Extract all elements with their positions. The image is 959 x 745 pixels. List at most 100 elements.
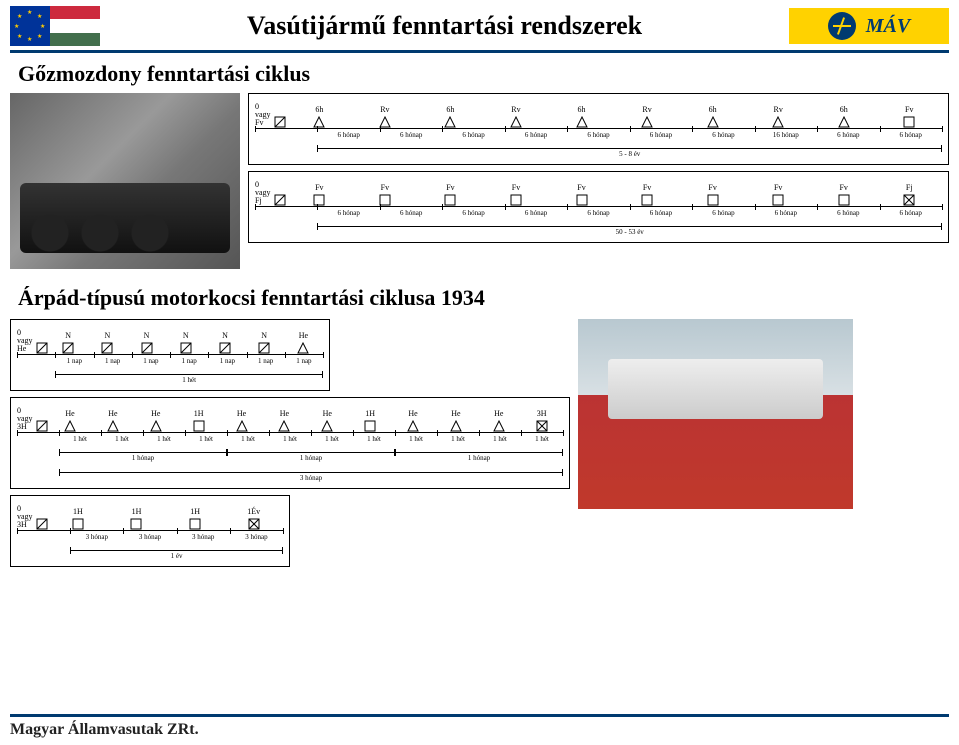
diagram-left-label: 0vagy3H [17,407,33,432]
mav-badge: MÁV [789,8,949,44]
diagram-symbol: Rv [352,105,418,128]
gap-label: 6 hónap [650,209,672,217]
diagram-symbol: 6h [680,105,746,128]
diagram-left-label: 0vagyFv [255,103,271,128]
mav-label: MÁV [866,15,910,38]
gap-label: 1 nap [296,357,311,365]
diagram-symbol: Fv [876,105,942,128]
diagram-symbol: Rv [745,105,811,128]
diagram-symbol: Fv [745,183,811,206]
steam-diagram-2: 0vagyFjFvFvFvFvFvFvFvFvFvFj6 hónap6 hóna… [248,171,949,243]
diagram-symbol: He [284,331,323,354]
diagram-symbol: Fv [680,183,746,206]
arpad-diagram-c: 0vagy3H1H1H1H1Év3 hónap3 hónap3 hónap3 h… [10,495,290,567]
diagram-span: 1 hét [17,370,323,388]
gap-label: 6 hónap [712,131,734,139]
diagram-symbol: N [205,331,244,354]
gap-label: 6 hónap [837,209,859,217]
page-title: Vasútijármű fenntartási rendszerek [247,11,642,41]
gap-label: 1 hét [535,435,549,443]
diagram-subspans: 1 hónap1 hónap1 hónap [17,448,563,466]
diagram-span: 5 - 8 év [255,144,942,162]
diagram-symbol: Rv [614,105,680,128]
diagram-symbol: 6h [418,105,484,128]
gap-label: 6 hónap [462,209,484,217]
diagram-symbol: He [134,409,177,432]
gap-label: 6 hónap [900,131,922,139]
gap-label: 1 hét [241,435,255,443]
gap-label: 3 hónap [245,533,267,541]
diagram-symbol: N [166,331,205,354]
gap-label: 6 hónap [462,131,484,139]
diagram-axis: 1 nap 1 nap 1 nap 1 nap 1 nap 1 nap 1 nap [17,354,323,368]
diagram-symbol: Fv [614,183,680,206]
gap-label: 6 hónap [338,131,360,139]
diagram-span: 50 - 53 év [255,222,942,240]
gap-label: 6 hónap [775,209,797,217]
diagram-symbol: 1H [349,409,392,432]
diagram-axis: 3 hónap 3 hónap 3 hónap 3 hónap [17,530,283,544]
gap-label: 6 hónap [650,131,672,139]
diagram-axis: 6 hónap 6 hónap 6 hónap 6 hónap 6 hónap 6 hón… [255,206,942,220]
diagram-symbol: 6h [549,105,615,128]
gap-label: 1 nap [258,357,273,365]
gap-label: 1 hét [409,435,423,443]
diagram-symbol: He [220,409,263,432]
gap-label: 1 hét [493,435,507,443]
diagram-span: 1 év [17,546,283,564]
gap-label: 1 hét [367,435,381,443]
diagram-symbol: Fv [418,183,484,206]
gap-label: 1 nap [67,357,82,365]
gap-label: 1 nap [105,357,120,365]
arpad-diagram-a: 0vagyHeNNNNNNHe1 nap1 nap1 nap1 nap1 nap… [10,319,330,391]
header-rule [10,50,949,53]
diagram-symbol: 6h [287,105,353,128]
diagram-left-label: 0vagy3H [17,505,33,530]
arpad-diagrams: 0vagyHeNNNNNNHe1 nap1 nap1 nap1 nap1 nap… [10,319,570,567]
diagram-symbol: He [49,409,92,432]
steam-diagrams: 0vagyFv6hRv6hRv6hRv6hRv6hFv6 hónap6 hóna… [248,93,949,243]
diagram-symbol: 1H [49,507,108,530]
footer: Magyar Államvasutak ZRt. [10,714,949,739]
gap-label: 1 hét [115,435,129,443]
gap-label: 6 hónap [525,209,547,217]
gap-label: 1 nap [143,357,158,365]
arpad-photo [578,319,853,509]
gap-label: 6 hónap [400,209,422,217]
diagram-symbol: 1H [107,507,166,530]
steam-title: Gőzmozdony fenntartási ciklus [18,61,959,87]
gap-label: 6 hónap [900,209,922,217]
gap-label: 3 hónap [192,533,214,541]
diagram-symbol: 3H [520,409,563,432]
diagram-symbol: Rv [483,105,549,128]
steam-photo [10,93,240,269]
arpad-row: 0vagyHeNNNNNNHe1 nap1 nap1 nap1 nap1 nap… [10,319,949,567]
gap-label: 6 hónap [712,209,734,217]
diagram-symbol: Fj [876,183,942,206]
steam-row: 0vagyFv6hRv6hRv6hRv6hRv6hFv6 hónap6 hóna… [10,93,949,269]
diagram-symbol: 1Év [224,507,283,530]
arpad-diagram-b: 0vagy3HHeHeHe1HHeHeHe1HHeHeHe3H1 hét1 hé… [10,397,570,489]
diagram-symbol: 1H [177,409,220,432]
eu-flag-icon: ★ ★ ★ ★ ★ ★ ★ ★ [10,6,50,46]
diagram-symbol: He [91,409,134,432]
diagram-symbol: Fv [352,183,418,206]
gap-label: 1 hét [451,435,465,443]
gap-label: 6 hónap [400,131,422,139]
gap-label: 1 nap [181,357,196,365]
diagram-span: 3 hónap [17,468,563,486]
gap-label: 1 hét [325,435,339,443]
gap-label: 6 hónap [338,209,360,217]
diagram-left-label: 0vagyFj [255,181,271,206]
gap-label: 1 hét [283,435,297,443]
arpad-title: Árpád-típusú motorkocsi fenntartási cikl… [18,285,959,311]
gap-label: 1 hét [73,435,87,443]
diagram-symbol: N [88,331,127,354]
hu-flag-icon [50,6,100,46]
diagram-axis: 6 hónap 6 hónap 6 hónap 6 hónap 6 hónap 6 hón… [255,128,942,142]
gap-label: 3 hónap [86,533,108,541]
gap-label: 3 hónap [139,533,161,541]
gap-label: 6 hónap [525,131,547,139]
gap-label: 1 nap [220,357,235,365]
steam-diagram-1: 0vagyFv6hRv6hRv6hRv6hRv6hFv6 hónap6 hóna… [248,93,949,165]
